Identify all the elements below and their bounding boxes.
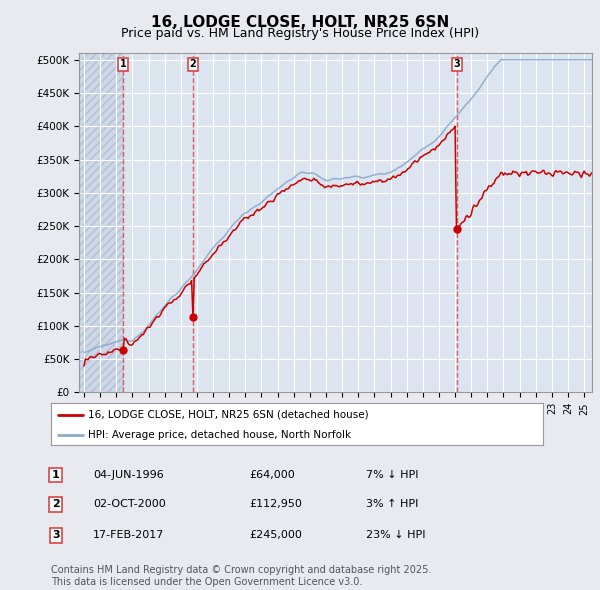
- Text: HPI: Average price, detached house, North Norfolk: HPI: Average price, detached house, Nort…: [88, 430, 351, 440]
- Text: Contains HM Land Registry data © Crown copyright and database right 2025.
This d: Contains HM Land Registry data © Crown c…: [51, 565, 431, 587]
- Text: £112,950: £112,950: [249, 500, 302, 509]
- Text: 2: 2: [52, 500, 59, 509]
- Text: 04-JUN-1996: 04-JUN-1996: [93, 470, 164, 480]
- Text: 1: 1: [120, 60, 127, 70]
- Text: 2: 2: [190, 60, 196, 70]
- Text: 3: 3: [52, 530, 59, 540]
- Text: 23% ↓ HPI: 23% ↓ HPI: [366, 530, 425, 540]
- Text: 7% ↓ HPI: 7% ↓ HPI: [366, 470, 419, 480]
- Text: 16, LODGE CLOSE, HOLT, NR25 6SN: 16, LODGE CLOSE, HOLT, NR25 6SN: [151, 15, 449, 30]
- Text: 02-OCT-2000: 02-OCT-2000: [93, 500, 166, 509]
- Text: 16, LODGE CLOSE, HOLT, NR25 6SN (detached house): 16, LODGE CLOSE, HOLT, NR25 6SN (detache…: [88, 410, 368, 420]
- Text: 1: 1: [52, 470, 59, 480]
- Text: 3: 3: [454, 60, 460, 70]
- Text: £64,000: £64,000: [249, 470, 295, 480]
- Text: Price paid vs. HM Land Registry's House Price Index (HPI): Price paid vs. HM Land Registry's House …: [121, 27, 479, 40]
- Bar: [79, 53, 123, 392]
- Text: £245,000: £245,000: [249, 530, 302, 540]
- Text: 3% ↑ HPI: 3% ↑ HPI: [366, 500, 418, 509]
- Text: 17-FEB-2017: 17-FEB-2017: [93, 530, 164, 540]
